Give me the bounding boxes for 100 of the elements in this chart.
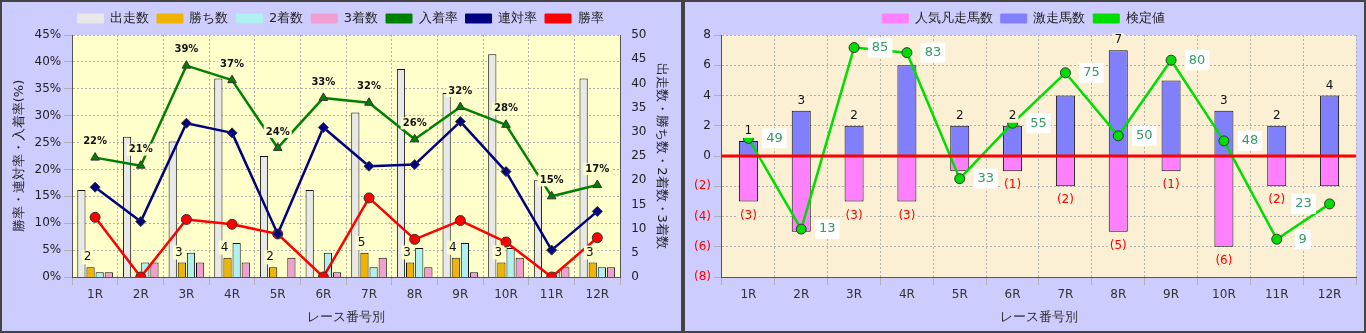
data-label: 1 xyxy=(744,123,753,137)
data-label: (5) xyxy=(1109,237,1127,252)
x-tick-label: 4R xyxy=(898,287,915,302)
x-tick-label: 2R xyxy=(793,287,810,302)
legend-label: 3着数 xyxy=(343,9,379,25)
data-label: 2 xyxy=(266,249,274,264)
data-label: 85 xyxy=(871,38,889,54)
y-tick-label: (6) xyxy=(694,238,711,253)
data-label: 28% xyxy=(494,102,518,114)
y2-tick-label: 30 xyxy=(631,123,647,138)
x-tick-label: 5R xyxy=(269,287,286,302)
y2-axis-title: 出走数・勝ち数・2着数・3着数 xyxy=(654,63,670,249)
data-label: 2 xyxy=(1272,107,1281,122)
data-label: 7 xyxy=(1114,32,1123,47)
data-label: 49 xyxy=(766,129,783,145)
y-tick-label: 35% xyxy=(34,80,62,95)
y-tick-label: 6 xyxy=(703,57,711,72)
x-tick-label: 7R xyxy=(1057,287,1074,302)
data-label: 9 xyxy=(1298,230,1307,246)
data-label: 50 xyxy=(1135,127,1153,143)
y2-tick-label: 25 xyxy=(631,148,647,163)
y-tick-label: 5% xyxy=(42,242,62,257)
x-tick-label: 10R xyxy=(494,287,518,302)
x-tick-label: 5R xyxy=(951,287,968,302)
data-label: 23 xyxy=(1295,195,1312,211)
data-label: 24% xyxy=(265,125,290,137)
x-tick-label: 7R xyxy=(361,287,378,302)
data-label: 4 xyxy=(1325,77,1334,92)
x-tick-label: 6R xyxy=(315,287,332,302)
x-axis-title: レース番号別 xyxy=(1000,308,1078,324)
data-label: 32% xyxy=(448,84,473,96)
data-label: (2) xyxy=(1268,192,1286,207)
data-label: 17% xyxy=(585,162,610,174)
y-tick-label: 8 xyxy=(703,27,711,42)
legend-label: 勝率 xyxy=(577,9,604,25)
x-tick-label: 8R xyxy=(406,287,423,302)
x-tick-label: 6R xyxy=(1004,287,1021,302)
legend-label: 出走数 xyxy=(109,9,149,25)
y2-tick-label: 45 xyxy=(631,51,647,66)
data-label: 80 xyxy=(1188,51,1206,67)
data-label: 3 xyxy=(494,244,503,259)
legend-label: 勝ち数 xyxy=(189,9,229,25)
y2-tick-label: 50 xyxy=(631,27,647,42)
data-label: 4 xyxy=(220,239,229,254)
y2-tick-label: 20 xyxy=(631,172,647,187)
y-tick-label: 25% xyxy=(34,134,62,149)
legend-label: 2着数 xyxy=(268,9,304,25)
y-tick-label: 30% xyxy=(34,107,62,122)
y2-tick-label: 35 xyxy=(631,99,647,114)
x-tick-label: 1R xyxy=(87,287,104,302)
data-label: 3 xyxy=(403,244,411,259)
data-label: 48 xyxy=(1241,132,1259,148)
y-tick-label: 40% xyxy=(34,54,62,69)
x-tick-label: 11R xyxy=(1264,287,1289,302)
legend-label: 人気凡走馬数 xyxy=(914,9,993,25)
data-label: 33 xyxy=(977,170,995,186)
x-tick-label: 4R xyxy=(224,287,241,302)
legend-label: 連対率 xyxy=(498,9,538,25)
x-tick-label: 2R xyxy=(132,287,149,302)
data-label: 2 xyxy=(1008,107,1017,122)
data-label: 75 xyxy=(1083,64,1100,80)
y2-tick-label: 5 xyxy=(631,244,639,259)
y-tick-label: 0% xyxy=(42,269,62,284)
data-label: (3) xyxy=(898,207,916,222)
data-label: 3 xyxy=(585,244,594,259)
x-tick-label: 8R xyxy=(1110,287,1127,302)
x-tick-label: 12R xyxy=(585,287,610,302)
y-tick-label: 0 xyxy=(703,148,711,163)
data-label: 4 xyxy=(448,239,457,254)
data-label: (2) xyxy=(1056,192,1074,207)
data-label: 55 xyxy=(1030,114,1047,130)
y-tick-label: (8) xyxy=(694,269,711,284)
data-label: 15% xyxy=(539,173,564,185)
y-tick-label: (2) xyxy=(694,178,711,193)
y-axis-title: 勝率・連対率・入着率(%) xyxy=(11,79,27,233)
x-tick-label: 1R xyxy=(740,287,757,302)
y2-tick-label: 10 xyxy=(631,220,647,235)
y-tick-label: 2 xyxy=(703,117,711,132)
y-tick-label: 45% xyxy=(34,27,62,42)
data-label: 26% xyxy=(402,116,427,128)
x-tick-label: 9R xyxy=(452,287,469,302)
y-tick-label: 15% xyxy=(34,188,62,203)
data-label: 39% xyxy=(174,43,199,55)
data-label: 13 xyxy=(818,220,836,236)
x-tick-label: 12R xyxy=(1317,287,1342,302)
data-label: 2 xyxy=(955,107,964,122)
y-tick-label: 4 xyxy=(703,87,711,102)
data-label: (1) xyxy=(1004,177,1022,192)
legend-label: 激走馬数 xyxy=(1033,9,1086,25)
data-label: (3) xyxy=(845,207,863,222)
data-label: 37% xyxy=(220,57,245,69)
y-tick-label: 20% xyxy=(34,161,62,176)
y2-tick-label: 40 xyxy=(631,75,647,90)
x-tick-label: 11R xyxy=(539,287,564,302)
data-label: 21% xyxy=(128,143,153,155)
data-label: 32% xyxy=(357,80,381,92)
data-label: 3 xyxy=(175,244,183,259)
data-label: 3 xyxy=(797,92,806,107)
x-axis-title: レース番号別 xyxy=(307,308,386,324)
data-label: (1) xyxy=(1162,177,1180,192)
